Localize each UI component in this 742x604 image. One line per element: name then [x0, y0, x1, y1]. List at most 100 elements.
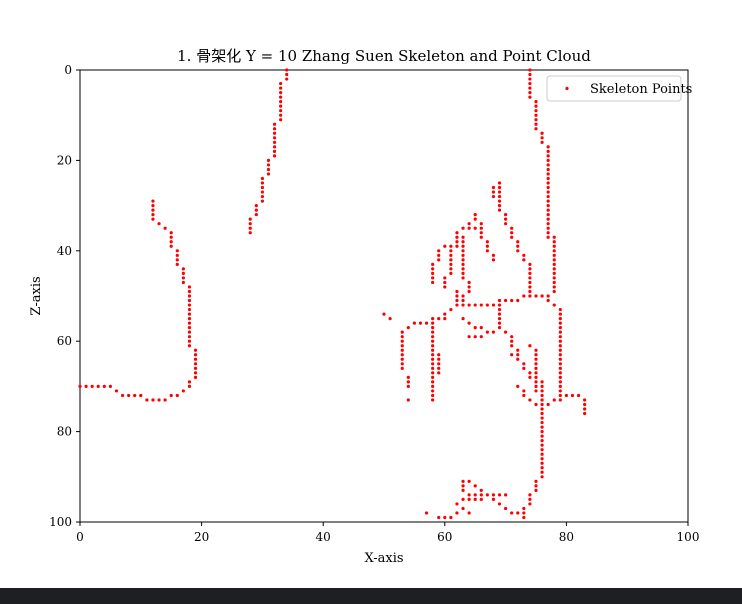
skeleton-point: [431, 344, 435, 348]
skeleton-point: [552, 262, 556, 266]
skeleton-point: [510, 235, 514, 239]
skeleton-point: [528, 398, 532, 402]
skeleton-point: [546, 172, 550, 176]
skeleton-point: [455, 231, 459, 235]
skeleton-point: [540, 380, 544, 384]
skeleton-point: [558, 312, 562, 316]
skeleton-point: [558, 326, 562, 330]
skeleton-point: [540, 461, 544, 465]
skeleton-point: [583, 407, 587, 411]
skeleton-point: [510, 226, 514, 230]
skeleton-point: [546, 235, 550, 239]
skeleton-point: [431, 317, 435, 321]
skeleton-point: [169, 235, 173, 239]
skeleton-point: [546, 199, 550, 203]
skeleton-point: [279, 100, 283, 104]
skeleton-point: [534, 100, 538, 104]
skeleton-point: [467, 280, 471, 285]
skeleton-point: [479, 226, 483, 230]
skeleton-point: [558, 362, 562, 366]
skeleton-point: [540, 475, 544, 479]
skeleton-point: [461, 226, 465, 230]
skeleton-point: [467, 511, 471, 515]
skeleton-point: [558, 353, 562, 357]
skeleton-point: [516, 244, 520, 248]
skeleton-point: [272, 154, 277, 158]
skeleton-point: [151, 208, 155, 212]
skeleton-point: [102, 384, 106, 388]
skeleton-point: [449, 253, 453, 257]
skeleton-point: [491, 185, 496, 190]
skeleton-point: [431, 276, 435, 280]
skeleton-point: [108, 384, 112, 388]
skeleton-point: [540, 434, 544, 438]
skeleton-point: [558, 339, 562, 343]
legend-marker: [565, 86, 569, 91]
skeleton-point: [552, 258, 556, 262]
skeleton-point: [388, 317, 392, 321]
skeleton-point: [424, 511, 429, 515]
skeleton-point: [467, 285, 471, 289]
skeleton-point: [491, 497, 496, 501]
skeleton-point: [497, 502, 502, 506]
skeleton-point: [522, 362, 526, 366]
skeleton-point: [534, 122, 538, 126]
skeleton-point: [534, 353, 538, 357]
skeleton-point: [570, 393, 575, 398]
skeleton-point: [540, 430, 544, 434]
skeleton-point: [522, 294, 526, 298]
skeleton-point: [431, 280, 435, 285]
skeleton-point: [461, 276, 465, 280]
skeleton-point: [461, 262, 465, 266]
skeleton-point: [406, 326, 410, 330]
skeleton-point: [473, 326, 477, 330]
skeleton-point: [528, 289, 532, 294]
skeleton-point: [473, 226, 477, 230]
skeleton-point: [558, 393, 562, 398]
skeleton-point: [540, 136, 544, 140]
skeleton-point: [151, 204, 155, 208]
skeleton-point: [540, 457, 544, 461]
skeleton-point: [546, 213, 550, 217]
skeleton-point: [558, 380, 562, 384]
skeleton-point: [187, 312, 192, 316]
skeleton-point: [467, 493, 471, 497]
skeleton-point: [431, 357, 435, 361]
skeleton-point: [479, 326, 483, 330]
skeleton-point: [528, 285, 532, 289]
skeleton-point: [497, 208, 502, 212]
skeleton-point: [260, 181, 264, 185]
figure: 1. 骨架化 Y = 10 Zhang Suen Skeleton and Po…: [29, 47, 700, 566]
skeleton-point: [546, 294, 550, 298]
skeleton-point: [546, 158, 550, 162]
skeleton-point: [516, 249, 520, 253]
skeleton-point: [461, 253, 465, 257]
skeleton-point: [504, 506, 508, 511]
skeleton-point: [528, 280, 532, 285]
skeleton-point: [546, 298, 550, 303]
skeleton-point: [516, 511, 520, 515]
skeleton-point: [461, 479, 465, 483]
skeleton-point: [540, 439, 544, 443]
skeleton-point: [461, 235, 465, 239]
skeleton-point: [497, 317, 502, 321]
skeleton-point: [540, 384, 544, 388]
skeleton-point: [181, 271, 185, 275]
skeleton-point: [528, 95, 532, 99]
skeleton-point: [90, 384, 94, 388]
skeleton-point: [193, 371, 198, 375]
skeleton-point: [558, 389, 562, 393]
skeleton-point: [163, 226, 167, 230]
skeleton-point: [187, 317, 192, 321]
skeleton-point: [449, 515, 453, 520]
skeleton-point: [546, 185, 550, 190]
skeleton-point: [552, 285, 556, 289]
skeleton-point: [272, 127, 277, 131]
plot-frame: [79, 69, 689, 523]
skeleton-point: [431, 335, 435, 339]
skeleton-point: [528, 267, 532, 271]
skeleton-point: [540, 452, 544, 456]
legend-box: [546, 75, 682, 102]
skeleton-point: [260, 194, 264, 199]
skeleton-point: [431, 321, 435, 325]
